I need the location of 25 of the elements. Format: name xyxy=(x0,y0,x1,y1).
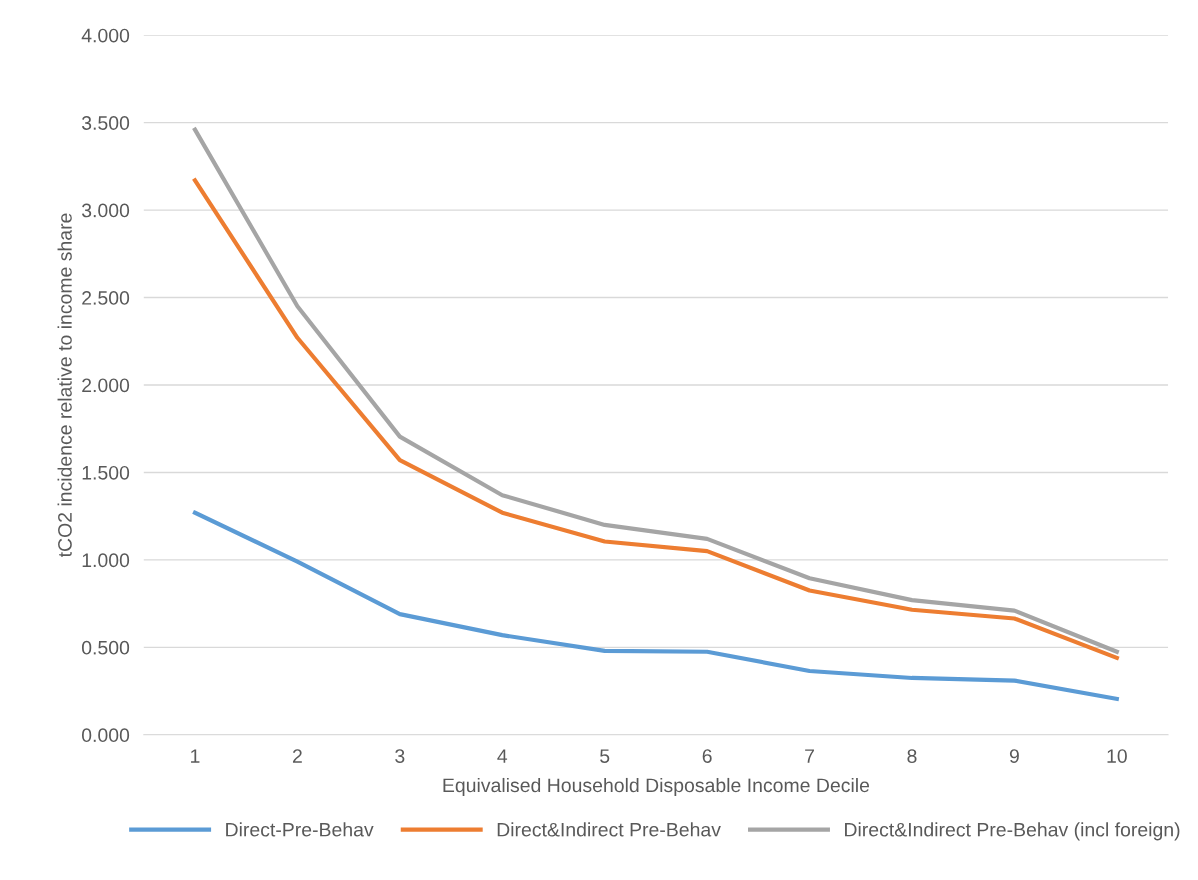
x-tick-label: 3 xyxy=(395,749,405,763)
y-tick-label: 0.500 xyxy=(81,640,130,655)
line-series xyxy=(192,510,1119,702)
y-axis-title: tCO2 incidence relative to income share xyxy=(57,213,72,558)
legend-label: Direct&Indirect Pre-Behav (incl foreign) xyxy=(845,822,1180,841)
x-tick-label: 10 xyxy=(1107,749,1127,763)
legend-label: Direct-Pre-Behav xyxy=(226,822,374,837)
y-tick-label: 1.500 xyxy=(82,465,130,480)
x-tick-label: 8 xyxy=(907,749,917,763)
x-tick-label: 6 xyxy=(702,749,712,763)
y-tick-label: 0.000 xyxy=(81,728,130,743)
legend-label: Direct&Indirect Pre-Behav xyxy=(497,822,721,837)
x-axis-title: Equivalised Household Disposable Income Decile xyxy=(443,777,870,797)
x-tick-label: 4 xyxy=(497,749,508,763)
y-tick-label: 3.500 xyxy=(81,116,130,130)
y-tick-label: 3.000 xyxy=(81,203,130,218)
x-tick-label: 1 xyxy=(191,749,200,763)
y-tick-label: 4.000 xyxy=(81,28,130,43)
x-tick-label: 9 xyxy=(1009,749,1019,763)
x-tick-label: 7 xyxy=(805,749,814,763)
y-tick-label: 2.000 xyxy=(82,378,130,393)
x-tick-label: 5 xyxy=(600,749,610,763)
y-tick-label: 2.500 xyxy=(82,291,130,305)
y-tick-label: 1.000 xyxy=(82,553,130,568)
x-tick-label: 2 xyxy=(292,749,302,763)
